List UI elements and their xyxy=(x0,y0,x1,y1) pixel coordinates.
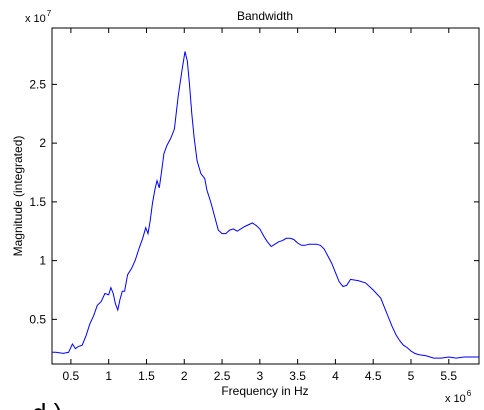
y-tick-label: 1.5 xyxy=(29,195,46,209)
y-tick-label: 1 xyxy=(39,254,46,268)
x-tick-label: 5 xyxy=(408,369,415,383)
x-tick-label: 4 xyxy=(332,369,339,383)
series-line xyxy=(52,51,479,359)
x-axis-multiplier: x 106 xyxy=(445,389,472,405)
x-tick-label: 5.5 xyxy=(440,369,457,383)
y-tick-label: 2.5 xyxy=(29,77,46,91)
panel-label: d.) xyxy=(32,398,62,410)
plot-area xyxy=(51,27,480,365)
x-tick-label: 4.5 xyxy=(365,369,382,383)
y-axis-multiplier: x 107 xyxy=(25,9,52,25)
x-tick-label: 3.5 xyxy=(289,369,306,383)
x-axis-ticks: 0.5 1 1.5 2 2.5 3 3.5 4 4.5 5 5.5 xyxy=(63,28,457,383)
x-tick-label: 3 xyxy=(256,369,263,383)
y-tick-label: 0.5 xyxy=(29,312,46,326)
x-tick-label: 0.5 xyxy=(63,369,80,383)
x-tick-label: 1.5 xyxy=(138,369,155,383)
y-tick-label: 2 xyxy=(39,136,46,150)
y-axis-label: Magnitude (integrated) xyxy=(11,136,25,257)
x-axis-label: Frequency in Hz xyxy=(221,384,308,398)
y-axis-ticks: 0.5 1 1.5 2 2.5 xyxy=(29,77,479,326)
x-tick-label: 2.5 xyxy=(214,369,231,383)
chart-title: Bandwidth xyxy=(237,9,293,23)
x-tick-label: 2 xyxy=(181,369,188,383)
x-tick-label: 1 xyxy=(105,369,112,383)
